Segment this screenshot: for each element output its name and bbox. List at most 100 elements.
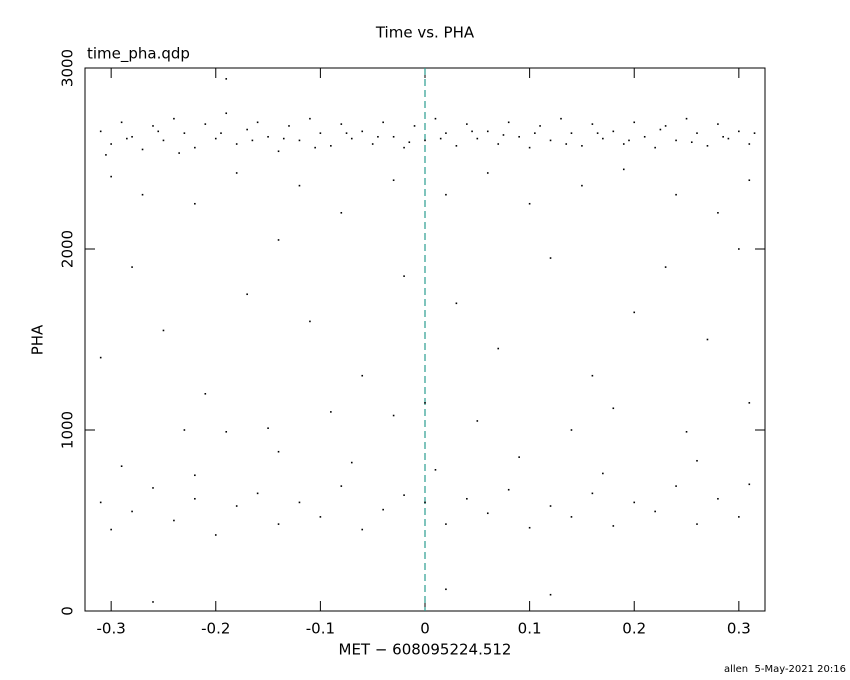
data-point	[591, 374, 594, 377]
data-point	[602, 137, 604, 140]
data-point	[654, 146, 656, 149]
data-point	[204, 123, 207, 125]
y-tick-label: 1000	[59, 411, 77, 449]
data-point	[340, 212, 343, 214]
data-point	[675, 485, 677, 487]
data-point	[748, 402, 751, 404]
data-point	[403, 275, 405, 277]
data-point	[565, 143, 568, 145]
data-point	[549, 139, 552, 142]
data-point	[727, 137, 730, 140]
data-point	[596, 132, 599, 134]
data-point	[282, 137, 285, 140]
data-point	[696, 132, 698, 134]
data-point	[717, 123, 719, 125]
data-point	[486, 512, 489, 515]
data-point	[654, 510, 656, 513]
x-axis-label: MET − 608095224.512	[339, 641, 512, 659]
data-point	[120, 465, 123, 467]
data-point	[173, 519, 175, 522]
x-tick-label: -0.2	[201, 620, 230, 638]
footer: allen 5-May-2021 20:16	[724, 664, 846, 675]
data-point	[659, 128, 662, 131]
data-point	[738, 130, 740, 133]
data-point	[486, 172, 489, 174]
data-point	[277, 150, 280, 153]
data-point	[534, 132, 536, 134]
x-tick-label: -0.3	[97, 620, 126, 638]
data-point	[633, 311, 636, 314]
data-point	[345, 132, 348, 134]
data-point	[314, 146, 316, 149]
data-point	[434, 117, 437, 120]
data-point	[251, 139, 254, 142]
data-point	[539, 125, 541, 127]
data-point	[246, 128, 248, 131]
data-point	[392, 135, 395, 138]
x-tick-label: 0.3	[727, 620, 751, 638]
data-point	[581, 184, 583, 187]
data-point	[340, 485, 343, 487]
data-point	[110, 528, 112, 531]
data-point	[612, 525, 615, 527]
data-point	[277, 239, 280, 241]
data-point	[507, 121, 510, 124]
y-axis-label: PHA	[29, 324, 47, 355]
data-point	[288, 125, 290, 127]
data-point	[141, 193, 144, 196]
data-point	[371, 143, 374, 145]
data-point	[570, 429, 573, 431]
data-point	[612, 407, 615, 410]
x-tick-label: 0	[420, 620, 430, 638]
data-point	[471, 130, 473, 133]
data-point	[633, 501, 636, 504]
data-point	[748, 179, 751, 182]
data-point	[549, 505, 552, 507]
data-point	[706, 145, 709, 147]
data-point	[214, 534, 217, 536]
data-point	[403, 146, 405, 149]
data-point	[633, 121, 636, 124]
data-point	[361, 374, 364, 377]
data-point	[413, 125, 416, 127]
data-point	[622, 168, 625, 171]
data-point	[309, 117, 311, 120]
data-point	[235, 172, 238, 174]
data-point	[570, 132, 573, 134]
data-point	[455, 145, 458, 147]
data-point	[225, 78, 228, 80]
data-point	[105, 154, 107, 156]
data-point	[622, 143, 625, 145]
y-tick-label: 2000	[59, 230, 77, 268]
data-point	[319, 132, 322, 134]
data-point	[99, 130, 102, 133]
data-point	[466, 497, 468, 500]
data-point	[628, 139, 630, 142]
data-point	[220, 132, 222, 134]
data-point	[408, 141, 411, 144]
data-point	[476, 137, 479, 140]
data-point	[581, 145, 583, 147]
data-point	[696, 459, 698, 462]
data-point	[507, 488, 510, 491]
data-point	[528, 146, 531, 149]
data-point	[591, 492, 594, 495]
data-point	[685, 117, 688, 120]
data-point	[445, 523, 447, 525]
data-point	[518, 456, 520, 458]
data-point	[675, 139, 677, 142]
data-point	[277, 523, 280, 525]
data-point	[298, 501, 301, 504]
data-point	[738, 248, 740, 250]
data-point	[225, 431, 228, 433]
data-point	[298, 139, 301, 142]
data-point	[277, 450, 280, 453]
chart-title: Time vs. PHA	[375, 24, 475, 42]
y-tick-label: 3000	[59, 49, 77, 87]
data-point	[131, 135, 133, 138]
data-point	[424, 501, 426, 504]
data-point	[350, 461, 353, 464]
data-point	[152, 125, 154, 127]
data-point	[162, 139, 165, 142]
data-point	[738, 516, 740, 518]
